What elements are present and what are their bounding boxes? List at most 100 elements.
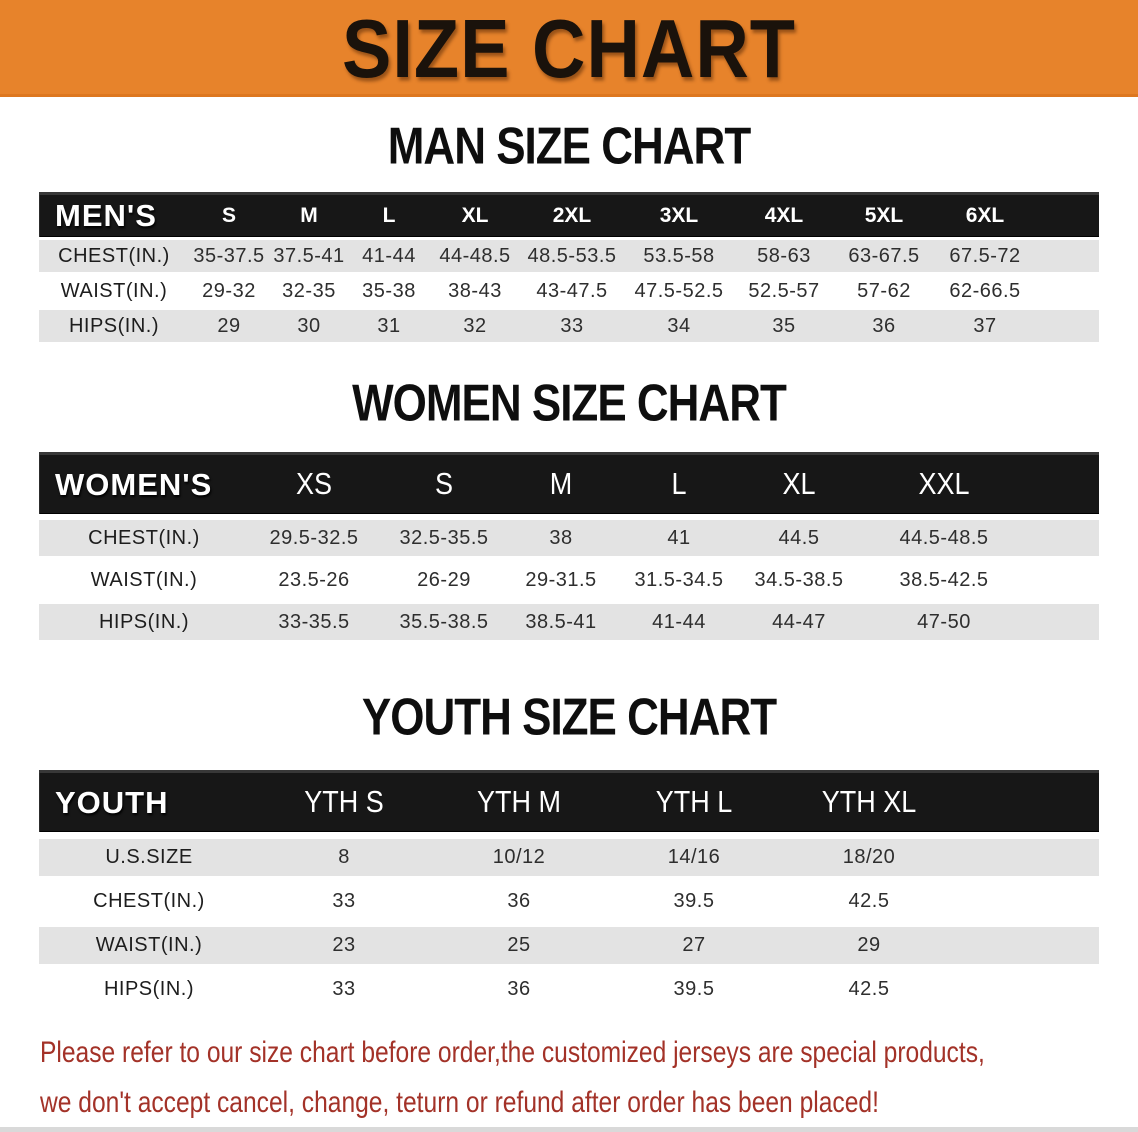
table-row: WAIST(IN.) 23 25 27 29 [39,927,1099,964]
row-label-cell: U.S.SIZE [105,846,193,868]
value-cell: 44.5-48.5 [899,526,989,549]
column-header-cell: XS [295,467,333,501]
value-cell: 38.5-42.5 [899,568,989,591]
value-cell: 34.5-38.5 [754,568,844,591]
women-size-table: WOMEN'S XS S M L XL XXL CHEST(IN.) 29.5-32.5 32.5… [39,452,1099,640]
value-cell: 52.5-57 [748,279,820,302]
value-cell: 38.5-41 [525,610,597,633]
value-cell: 31 [377,314,401,337]
table-header-row: MEN'S S M L XL 2XL 3XL 4XL 5XL 6XL [39,192,1099,237]
value-cell: 8 [338,846,350,868]
row-label-cell: CHEST(IN.) [58,244,170,267]
column-header-cell: XXL [918,467,970,501]
value-cell: 62-66.5 [949,279,1021,302]
value-cell: 35-37.5 [193,244,265,267]
table-title-cell: YOUTH [55,784,169,820]
column-header-cell: 3XL [659,204,699,227]
youth-size-table: YOUTH YTH S YTH M YTH L YTH XL U.S.SIZE 8 10/12… [39,770,1099,1008]
value-cell: 10/12 [492,846,546,868]
column-header-cell: 6XL [965,204,1005,227]
value-cell: 42.5 [848,978,890,1000]
value-cell: 33 [560,314,584,337]
value-cell: 58-63 [757,244,811,267]
value-cell: 37 [973,314,997,337]
value-cell: 47.5-52.5 [634,279,724,302]
value-cell: 44-47 [772,610,826,633]
row-label-cell: HIPS(IN.) [103,978,195,1000]
value-cell: 41-44 [652,610,706,633]
value-cell: 37.5-41 [273,244,345,267]
table-row: CHEST(IN.) 29.5-32.5 32.5-35.5 38 41 44.5 44.5… [39,520,1099,556]
table-row: WAIST(IN.) 23.5-26 26-29 29-31.5 31.5-34.5 34… [39,562,1099,598]
column-header-cell: XL [782,467,816,501]
value-cell: 14/16 [667,846,721,868]
value-cell: 29 [857,934,881,956]
column-header-cell: YTH S [304,785,384,819]
table-row: HIPS(IN.) 33 36 39.5 42.5 [39,971,1099,1008]
value-cell: 63-67.5 [848,244,920,267]
banner-title: SIZE CHART [342,2,796,95]
value-cell: 67.5-72 [949,244,1021,267]
value-cell: 41 [667,526,691,549]
row-label-cell: HIPS(IN.) [98,610,190,633]
value-cell: 27 [682,934,706,956]
value-cell: 38 [549,526,573,549]
table-row: HIPS(IN.) 33-35.5 35.5-38.5 38.5-41 41-44 44-… [39,604,1099,640]
value-cell: 35.5-38.5 [399,610,489,633]
table-row: CHEST(IN.) 35-37.5 37.5-41 41-44 44-48.5 48.5… [39,240,1099,272]
value-cell: 36 [507,978,531,1000]
row-label-cell: WAIST(IN.) [95,934,203,956]
row-label-cell: HIPS(IN.) [68,314,160,337]
youth-section-heading: YOUTH SIZE CHART [361,688,777,747]
table-row: HIPS(IN.) 29 30 31 32 33 34 35 36 37 [39,310,1099,342]
column-header-cell: S [434,467,453,501]
value-cell: 34 [667,314,691,337]
value-cell: 57-62 [857,279,911,302]
value-cell: 29.5-32.5 [269,526,359,549]
column-header-cell: 5XL [864,204,904,227]
value-cell: 35 [772,314,796,337]
row-label-cell: CHEST(IN.) [88,526,200,549]
bottom-edge-divider [0,1127,1138,1132]
value-cell: 26-29 [417,568,471,591]
row-label-cell: WAIST(IN.) [60,279,168,302]
value-cell: 47-50 [917,610,971,633]
value-cell: 29-32 [202,279,256,302]
table-row: U.S.SIZE 8 10/12 14/16 18/20 [39,839,1099,876]
value-cell: 29 [217,314,241,337]
column-header-cell: YTH M [477,785,561,819]
disclaimer-text: Please refer to our size chart before or… [40,1028,1138,1128]
value-cell: 33 [332,978,356,1000]
table-title-cell: WOMEN'S [55,466,213,502]
disclaimer-line-1: Please refer to our size chart before or… [40,1036,985,1069]
column-header-cell: YTH XL [821,785,917,819]
value-cell: 43-47.5 [536,279,608,302]
banner: SIZE CHART [0,0,1138,97]
table-header-row: WOMEN'S XS S M L XL XXL [39,452,1099,514]
value-cell: 29-31.5 [525,568,597,591]
value-cell: 48.5-53.5 [527,244,617,267]
column-header-cell: M [549,467,573,501]
column-header-cell: L [382,204,396,227]
value-cell: 32-35 [282,279,336,302]
column-header-cell: YTH L [655,785,733,819]
value-cell: 36 [872,314,896,337]
column-header-cell: L [671,467,687,501]
column-header-cell: XL [461,204,489,227]
value-cell: 53.5-58 [643,244,715,267]
value-cell: 39.5 [673,978,715,1000]
column-header-cell: 4XL [764,204,804,227]
table-header-row: YOUTH YTH S YTH M YTH L YTH XL [39,770,1099,832]
value-cell: 23 [332,934,356,956]
column-header-cell: 2XL [552,204,592,227]
value-cell: 39.5 [673,890,715,912]
disclaimer-line-2: we don't accept cancel, change, teturn o… [40,1086,879,1119]
value-cell: 32.5-35.5 [399,526,489,549]
women-section-heading: WOMEN SIZE CHART [352,374,787,433]
men-section-heading: MAN SIZE CHART [387,117,751,176]
row-label-cell: CHEST(IN.) [93,890,205,912]
table-row: CHEST(IN.) 33 36 39.5 42.5 [39,883,1099,920]
row-label-cell: WAIST(IN.) [90,568,198,591]
value-cell: 33-35.5 [278,610,350,633]
